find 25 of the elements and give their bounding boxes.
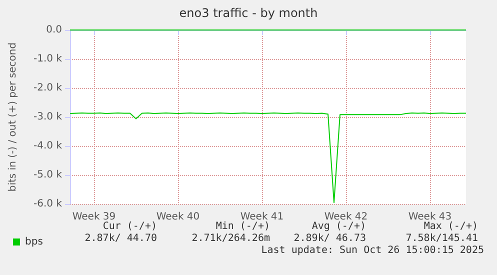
text: Min (-/+): [216, 221, 270, 232]
y-tick-label: -4.0 k: [34, 140, 62, 152]
x-tick-label: Week 40: [156, 212, 200, 222]
x-tick-label: Week 42: [324, 212, 368, 222]
x-tick-label: Week 41: [240, 212, 284, 222]
x-tick-label: Week 39: [72, 212, 116, 222]
text: Last update: Sun Oct 26 15:00:15 2025: [261, 245, 484, 256]
y-tick-label: 0.0: [46, 24, 62, 36]
legend-label: bps: [25, 236, 43, 248]
chart-title: eno3 traffic - by month: [179, 6, 318, 20]
line-series: [70, 112, 466, 204]
y-tick-label: -6.0 k: [34, 198, 62, 210]
text: 2.71k/264.26m: [192, 233, 270, 244]
y-tick-label: -5.0 k: [34, 170, 62, 180]
text: 2.87k/ 44.70: [84, 233, 157, 244]
y-tick-label: -3.0 k: [34, 112, 62, 122]
text: 7.58k/145.41: [406, 233, 478, 244]
y-tick-label: -2.0 k: [34, 82, 62, 94]
y-tick-label: -1.0 k: [34, 54, 62, 64]
text: 2.89k/ 46.73: [294, 233, 366, 244]
text: Cur (-/+): [102, 221, 157, 232]
text: Max (-/+): [424, 221, 478, 232]
text: Avg (-/+): [312, 221, 366, 232]
y-axis-title: bits in (-) / out (+) per second: [8, 42, 18, 192]
x-tick-label: Week 43: [408, 212, 452, 222]
